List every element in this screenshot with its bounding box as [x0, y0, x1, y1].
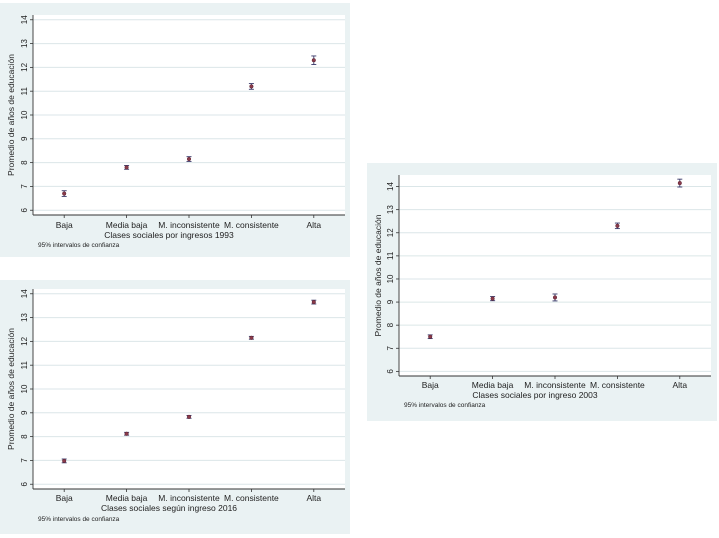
plot-area [399, 175, 711, 376]
y-axis-title: Promedio de años de educación [6, 328, 16, 450]
x-tick-label: Alta [306, 220, 321, 230]
chart-panel-1993: 6 7 8 9 10 11 12 13 14 Baja Media baja M. inconsist… [0, 3, 350, 257]
data-point [311, 58, 316, 63]
y-tick-label: 6 [20, 207, 29, 212]
y-tick-label: 7 [20, 184, 29, 189]
y-tick-label: 12 [20, 62, 29, 71]
x-tick-label: Alta [672, 380, 687, 390]
data-point [124, 431, 129, 436]
ci-note-2003: 95% intervalos de confianza [404, 402, 486, 409]
y-tick-label: 10 [20, 110, 29, 119]
data-point [62, 458, 67, 463]
chart-svg-2003: 6 7 8 9 10 11 12 13 14 Baja Media baja M. inconsist… [373, 175, 711, 400]
y-tick-label: 6 [386, 369, 395, 374]
y-tick-label: 12 [20, 336, 29, 345]
y-tick-label: 13 [386, 205, 395, 214]
y-tick-label: 14 [386, 182, 395, 191]
x-tick-label: Media baja [106, 220, 148, 230]
chart-svg-1993: 6 7 8 9 10 11 12 13 14 Baja Media baja M. inconsist… [6, 15, 345, 240]
y-tick-label: 9 [20, 410, 29, 415]
y-tick-label: 6 [20, 481, 29, 486]
data-point [677, 181, 682, 186]
x-tick-label: Alta [306, 493, 321, 503]
chart-panel-2003: 6 7 8 9 10 11 12 13 14 Baja Media baja M. inconsist… [367, 163, 717, 421]
x-axis-title: Clases sociales según ingreso 2016 [101, 503, 237, 513]
y-tick-label: 13 [20, 313, 29, 322]
data-point [311, 300, 316, 305]
y-tick-label: 11 [20, 360, 29, 369]
x-tick-label: M. inconsistente [524, 380, 586, 390]
x-tick-label: Media baja [106, 493, 148, 503]
y-tick-label: 7 [20, 458, 29, 463]
y-axis-title: Promedio de años de educación [6, 54, 16, 176]
x-tick-label: Baja [56, 493, 73, 503]
x-tick-label: Media baja [472, 380, 514, 390]
y-tick-label: 10 [20, 384, 29, 393]
data-point [186, 414, 192, 419]
y-tick-label: 8 [386, 322, 395, 327]
x-tick-label: Baja [56, 220, 73, 230]
y-axis-title: Promedio de años de educación [373, 214, 383, 336]
data-point [124, 165, 129, 170]
x-axis-title: Clases sociales por ingresos 1993 [104, 230, 234, 240]
y-tick-label: 9 [386, 299, 395, 304]
y-tick-label: 7 [386, 346, 395, 351]
data-point [62, 191, 67, 196]
y-tick-label: 11 [386, 251, 395, 260]
x-tick-label: M. inconsistente [158, 220, 220, 230]
data-point [552, 295, 558, 300]
x-tick-label: M. consistente [224, 493, 279, 503]
data-point [186, 156, 192, 162]
y-tick-label: 14 [20, 289, 29, 298]
y-tick-label: 14 [20, 15, 29, 24]
x-tick-label: Baja [422, 380, 439, 390]
chart-svg-2016: 6 7 8 9 10 11 12 13 14 Baja Media baja M. inconsist… [6, 289, 345, 513]
y-tick-label: 8 [20, 434, 29, 439]
chart-panel-2016: 6 7 8 9 10 11 12 13 14 Baja Media baja M. inconsist… [0, 280, 350, 534]
ci-note-1993: 95% intervalos de confianza [38, 242, 120, 249]
y-tick-label: 9 [20, 136, 29, 141]
data-point [428, 334, 433, 339]
data-point [615, 223, 620, 228]
y-tick-label: 8 [20, 160, 29, 165]
data-point [249, 84, 254, 89]
y-tick-label: 13 [20, 39, 29, 48]
y-tick-label: 10 [386, 274, 395, 283]
x-tick-label: M. consistente [224, 220, 279, 230]
data-point [490, 296, 495, 301]
x-axis-title: Clases sociales por ingreso 2003 [472, 390, 597, 400]
x-tick-label: M. consistente [590, 380, 645, 390]
y-tick-label: 12 [386, 228, 395, 237]
x-tick-label: M. inconsistente [158, 493, 220, 503]
data-point [249, 335, 254, 340]
ci-note-2016: 95% intervalos de confianza [38, 516, 120, 523]
y-tick-label: 11 [20, 86, 29, 95]
